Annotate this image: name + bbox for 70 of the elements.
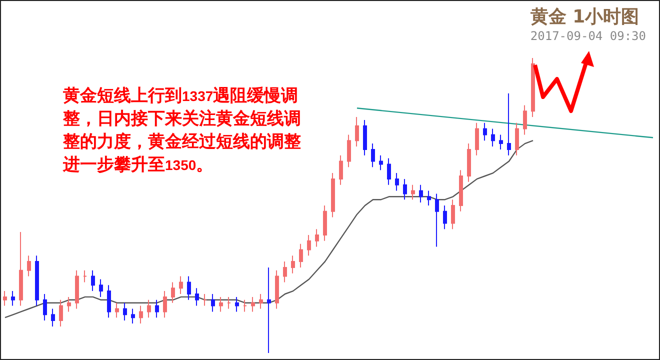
candlestick <box>123 302 127 322</box>
candlestick <box>379 154 383 171</box>
candlestick <box>243 299 247 312</box>
candlestick <box>67 296 71 312</box>
candlestick <box>219 296 223 312</box>
candlestick <box>299 243 303 268</box>
candlestick <box>339 154 343 186</box>
candlestick <box>355 116 359 147</box>
candlestick <box>211 294 215 312</box>
candlestick <box>491 128 495 147</box>
candlestick <box>131 308 135 324</box>
candlestick <box>499 134 503 150</box>
chart-title: 黄金 1小时图 <box>529 6 640 28</box>
candlestick <box>475 122 479 156</box>
candlestick <box>195 288 199 306</box>
candlestick <box>235 296 239 312</box>
candlestick <box>435 193 439 248</box>
candlestick <box>283 261 287 283</box>
candlestick <box>347 134 351 168</box>
candlestick <box>531 58 535 118</box>
candlestick <box>251 296 255 312</box>
candlestick <box>163 290 167 318</box>
candlestick <box>443 205 447 230</box>
candlestick <box>3 290 7 306</box>
candlestick <box>403 178 407 200</box>
candlestick <box>411 184 415 200</box>
candlestick <box>11 290 15 306</box>
candlestick <box>363 119 367 156</box>
candlestick <box>323 205 327 242</box>
candlestick <box>27 255 31 277</box>
candlestick <box>483 122 487 142</box>
candlestick <box>19 232 23 306</box>
candlestick <box>107 284 111 318</box>
candlestick <box>155 299 159 318</box>
candlestick <box>427 190 431 206</box>
candlestick <box>35 255 39 306</box>
chart-subtitle: 2017-09-04 09:30 <box>530 29 646 43</box>
candlestick <box>419 184 423 204</box>
candlestick <box>395 172 399 192</box>
candlestick <box>291 255 295 274</box>
candlestick <box>75 270 79 310</box>
candlestick <box>99 278 103 298</box>
candlestick <box>179 276 183 294</box>
candlestick <box>83 270 87 283</box>
candlestick <box>267 266 271 354</box>
candlestick <box>315 228 319 248</box>
candlestick <box>459 170 463 212</box>
candlestick <box>43 294 47 322</box>
candlestick <box>139 305 143 324</box>
candlestick <box>515 122 519 156</box>
annotation: 黄金短线上行到1337遇阻缓慢调整，日内接下来关注黄金短线调整的力度，黄金经过短线的调整进一步攀升至1350。 <box>63 85 302 177</box>
candlestick <box>187 276 191 300</box>
candlestick <box>307 234 311 256</box>
candlestick <box>275 270 279 310</box>
candlestick <box>59 299 63 327</box>
candlestick <box>467 143 471 182</box>
candlestick <box>331 172 335 218</box>
candlestick <box>451 199 455 230</box>
candlestick <box>51 308 55 327</box>
candlestick <box>259 294 263 310</box>
candlestick <box>507 92 511 156</box>
candlestick <box>115 302 119 318</box>
candlestick <box>147 299 151 318</box>
candlestick <box>387 158 391 186</box>
candlestick <box>91 270 95 292</box>
candlestick <box>371 143 375 168</box>
candlestick <box>171 282 175 304</box>
candlestick <box>523 104 527 136</box>
candlestick <box>227 296 231 310</box>
candlestick <box>203 294 207 306</box>
